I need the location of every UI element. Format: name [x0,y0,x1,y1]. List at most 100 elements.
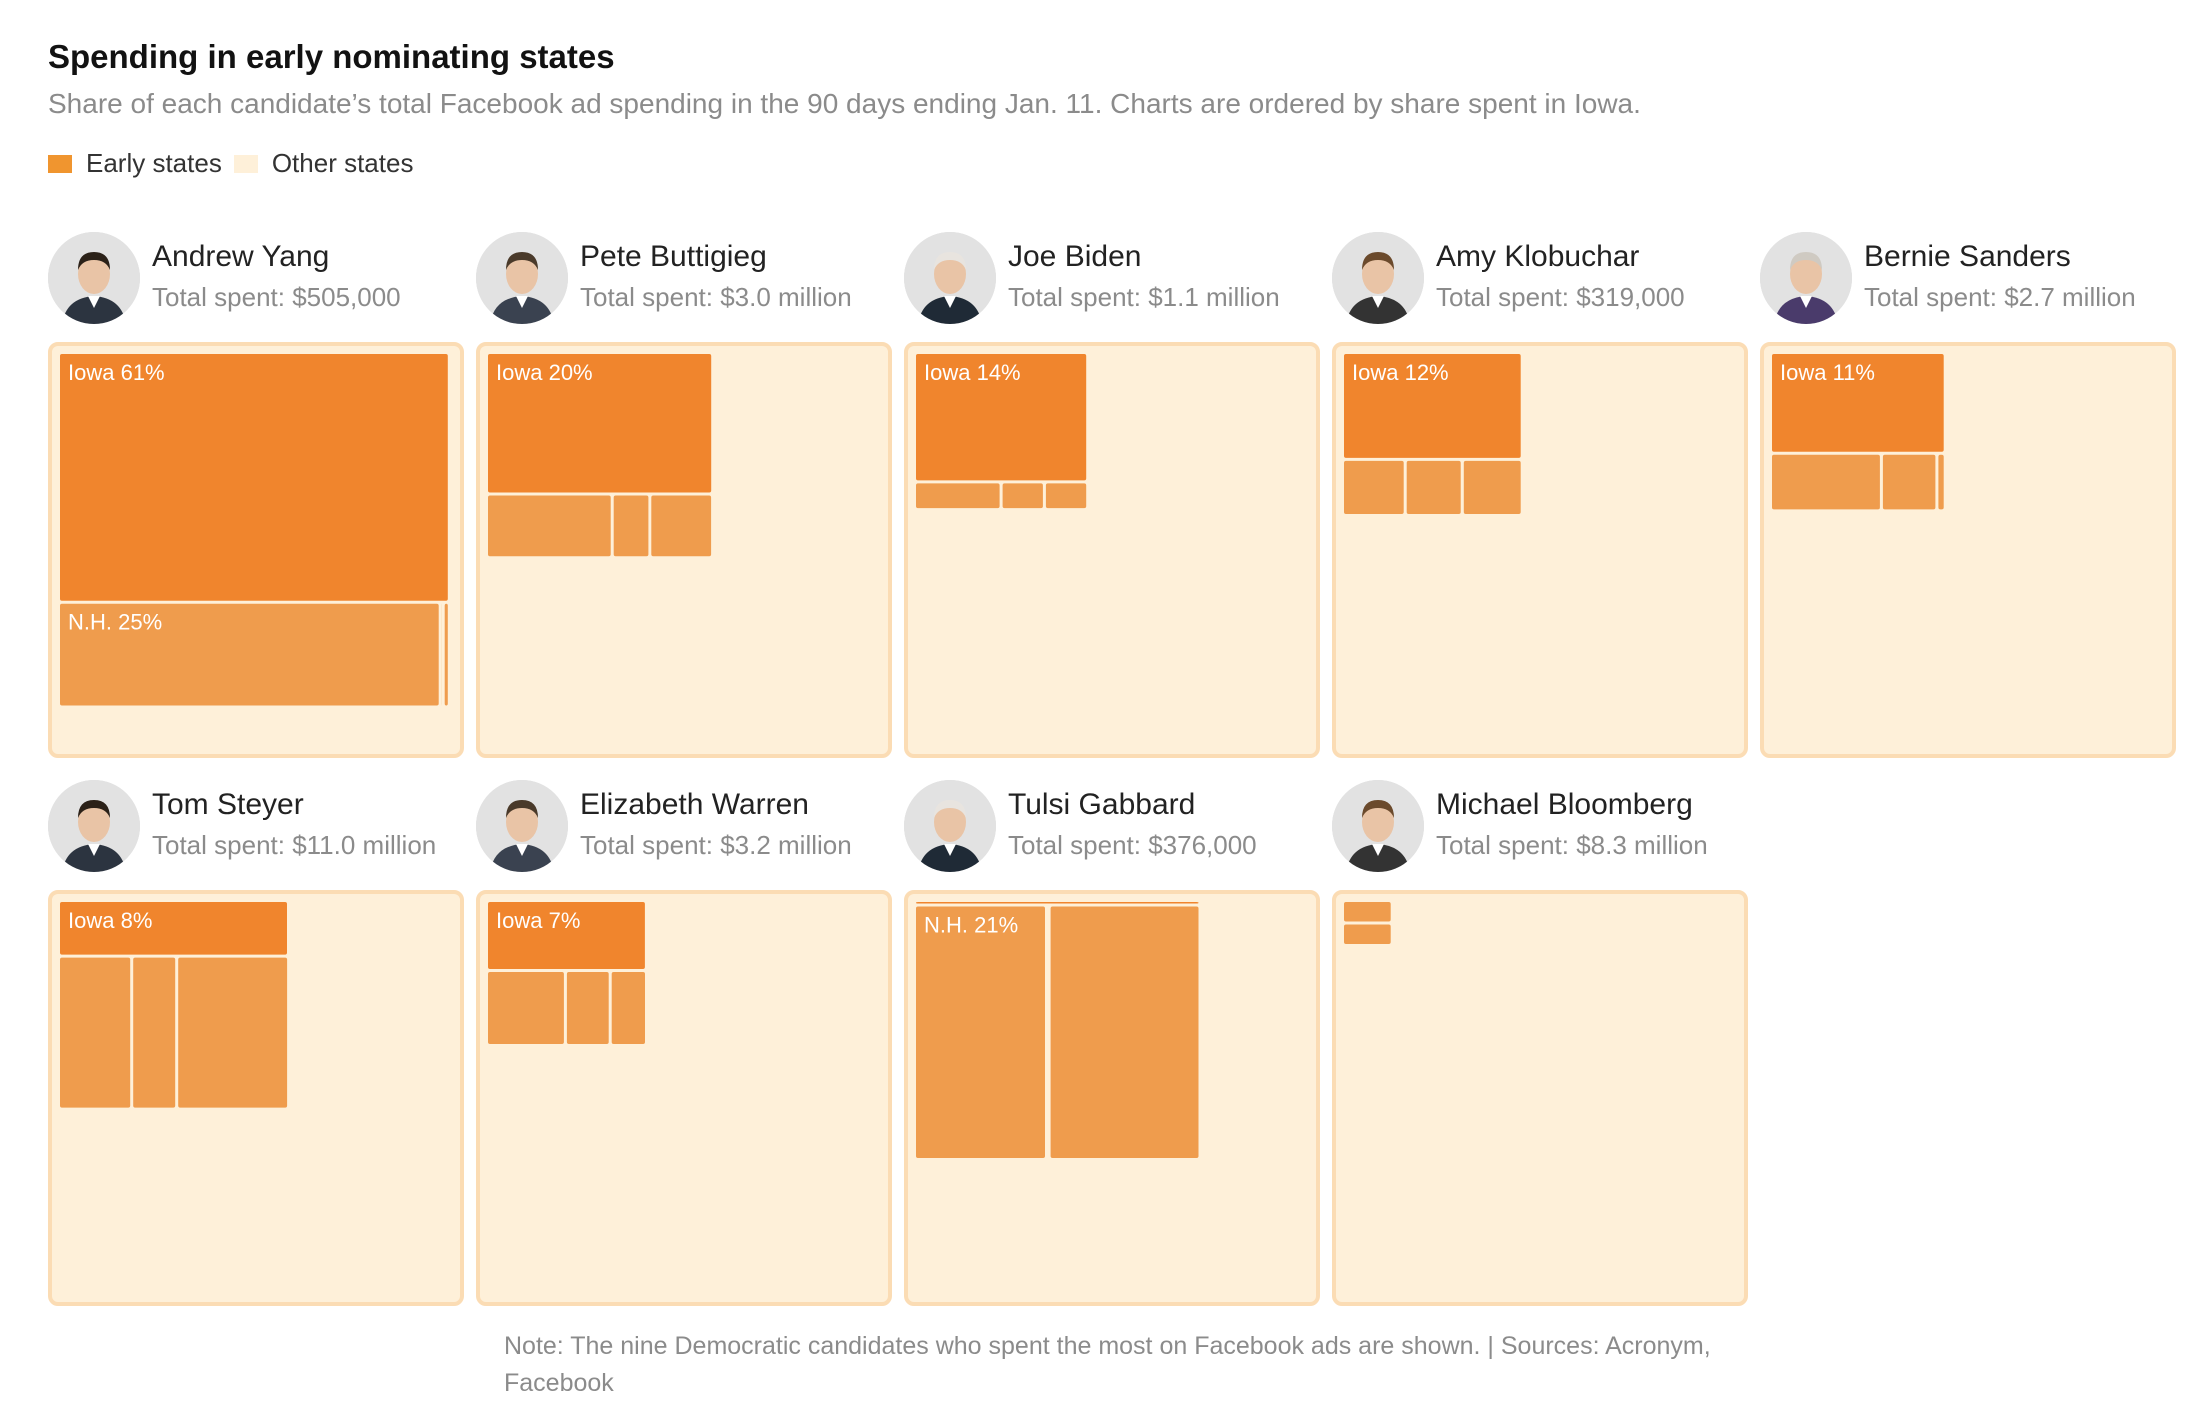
candidate-photo [904,232,996,324]
treemap-cell-n-h [60,957,131,1108]
treemap-cell-n-h [916,906,1045,1158]
treemap-svg: Iowa 8% [60,902,288,1108]
treemap-svg: Iowa 61% N.H. 25% [60,354,448,706]
candidate-card-tulsi-gabbard: Tulsi Gabbard Total spent: $376,000 N.H. 2… [904,780,1320,1306]
chart-title: Spending in early nominating states [48,38,615,75]
candidate-name: Amy Klobuchar [1436,240,1640,273]
legend-label-early: Early states [86,148,222,178]
treemap-cell-iowa [60,902,287,955]
treemap-cell-south-carolina [651,495,712,557]
candidate-total-spent: Total spent: $11.0 million [152,830,437,860]
treemap-cell-n-h [1772,454,1880,510]
treemap-cell-iowa [1344,354,1521,458]
treemap-cell-south-carolina [611,972,645,1044]
treemap-cell-n-h [916,483,1000,509]
candidate-total-spent: Total spent: $376,000 [1008,830,1257,860]
treemap-cell-n-h [488,972,564,1044]
candidate-photo [476,780,568,872]
candidate-total-spent: Total spent: $505,000 [152,282,401,312]
treemap-cell-south-carolina [1344,924,1391,944]
candidate-name: Joe Biden [1008,240,1142,273]
candidate-card-andrew-yang: Andrew Yang Total spent: $505,000 Iowa 61%… [48,232,464,758]
candidate-header: Tulsi Gabbard Total spent: $376,000 [904,780,1320,890]
treemap-label-iowa: Iowa 12% [1352,360,1449,385]
treemap-svg: N.H. 21% [916,902,1199,1158]
chart-subtitle: Share of each candidate’s total Facebook… [48,88,1641,119]
treemap-label-iowa: Iowa 20% [496,360,593,385]
candidate-photo [1760,232,1852,324]
treemap-cell-nevada [1406,460,1461,514]
treemap-cell-nevada [613,495,649,557]
treemap-cell-iowa [60,354,448,601]
treemap-label-iowa: Iowa 7% [496,908,580,933]
treemap-cell-south-carolina [178,957,288,1108]
candidate-header: Joe Biden Total spent: $1.1 million [904,232,1320,342]
treemap-cell-iowa [488,902,645,969]
treemap-svg: Iowa 11% [1772,354,1944,510]
treemap-cell-iowa [1772,354,1944,452]
treemap-label-iowa: Iowa 61% [68,360,165,385]
candidate-photo [904,780,996,872]
candidate-card-bernie-sanders: Bernie Sanders Total spent: $2.7 million I… [1760,232,2176,758]
treemap-cell-south-carolina [1463,460,1521,514]
candidate-photo [48,232,140,324]
candidate-header: Tom Steyer Total spent: $11.0 million [48,780,464,890]
treemap-cell-south-carolina [1045,483,1087,509]
candidate-header: Elizabeth Warren Total spent: $3.2 millio… [476,780,892,890]
candidate-total-spent: Total spent: $2.7 million [1864,282,2136,312]
treemap-svg: Iowa 12% [1344,354,1521,514]
treemap-box [1332,890,1748,1306]
treemap-label-n-h: N.H. 25% [68,610,162,635]
legend-swatch-early [48,154,72,173]
candidate-name: Michael Bloomberg [1436,788,1693,821]
treemap-svg [1344,902,1391,944]
treemap-label-iowa: Iowa 8% [68,908,152,933]
treemap-cell-nevada [1882,454,1936,510]
legend-item-early: Early states [48,148,222,179]
treemap-cell-iowa [916,902,1199,904]
candidate-photo [1332,780,1424,872]
candidate-name: Elizabeth Warren [580,788,809,821]
treemap-cell-iowa [488,354,712,493]
candidate-card-michael-bloomberg: Michael Bloomberg Total spent: $8.3 milli… [1332,780,1748,1306]
candidate-name: Andrew Yang [152,240,330,273]
treemap-svg: Iowa 20% [488,354,712,557]
treemap-cell-n-h [60,603,439,706]
treemap-box: N.H. 21% [904,890,1320,1306]
treemap-cell-nevada [566,972,609,1044]
candidate-header: Michael Bloomberg Total spent: $8.3 milli… [1332,780,1748,890]
candidate-total-spent: Total spent: $8.3 million [1436,830,1708,860]
treemap-cell-south-carolina [444,603,448,706]
candidate-total-spent: Total spent: $3.0 million [580,282,852,312]
candidate-card-amy-klobuchar: Amy Klobuchar Total spent: $319,000 Iowa 1… [1332,232,1748,758]
treemap-cell-south-carolina [1050,906,1199,1158]
treemap-cell-nevada [1344,902,1391,922]
candidate-name: Tom Steyer [152,788,304,821]
candidate-header: Pete Buttigieg Total spent: $3.0 million [476,232,892,342]
candidate-header: Andrew Yang Total spent: $505,000 [48,232,464,342]
source-note: Note: The nine Democratic candidates who… [504,1332,1711,1397]
treemap-svg: Iowa 7% [488,902,645,1044]
treemap-cell-iowa [916,354,1087,481]
legend-item-other: Other states [233,148,414,179]
candidate-header: Bernie Sanders Total spent: $2.7 million [1760,232,2176,342]
treemap-box: Iowa 12% [1332,342,1748,758]
candidate-total-spent: Total spent: $3.2 million [580,830,852,860]
legend-swatch-other [233,154,258,173]
candidate-card-tom-steyer: Tom Steyer Total spent: $11.0 million Iowa… [48,780,464,1306]
candidate-photo [48,780,140,872]
treemap-box: Iowa 7% [476,890,892,1306]
candidate-card-joe-biden: Joe Biden Total spent: $1.1 million Iowa 1… [904,232,1320,758]
treemap-label-iowa: Iowa 11% [1780,360,1875,385]
legend-label-other: Other states [271,148,414,178]
candidate-card-elizabeth-warren: Elizabeth Warren Total spent: $3.2 millio… [476,780,892,1306]
treemap-box: Iowa 14% [904,342,1320,758]
treemap-box: Iowa 20% [476,342,892,758]
candidate-card-pete-buttigieg: Pete Buttigieg Total spent: $3.0 million I… [476,232,892,758]
treemap-cell-nevada [1002,483,1043,509]
treemap-svg: Iowa 14% [916,354,1087,509]
treemap-cell-n-h [488,495,611,557]
treemap-box: Iowa 61% N.H. 25% [48,342,464,758]
candidate-total-spent: Total spent: $319,000 [1436,282,1685,312]
